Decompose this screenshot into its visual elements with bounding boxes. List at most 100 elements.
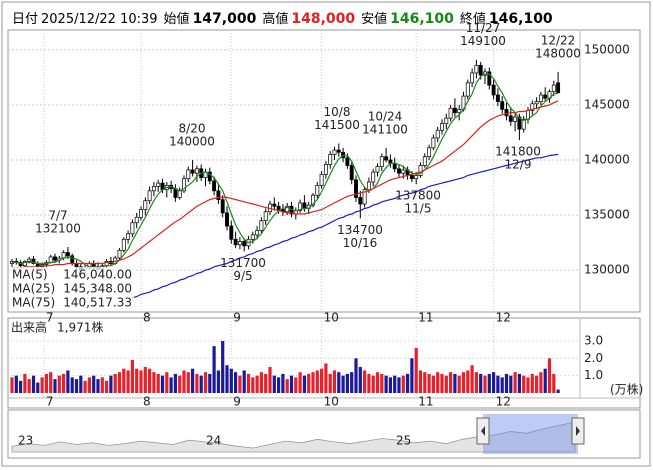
date: 2025/12/22 10:39 [41,12,158,27]
volume-bar [315,370,319,393]
y-tick-label: 2.0 [584,351,603,365]
ma-line [12,100,559,269]
annotation-value: 141100 [362,122,408,136]
volume-bar [397,377,401,393]
candle-body [65,252,70,257]
candle-body [440,123,444,131]
candle-body [521,118,526,130]
candle-body [134,216,139,224]
volume-bar [431,375,435,393]
candle-body [409,175,414,180]
legend-name: MA(25) [12,282,55,296]
annotation-date: 8/20 [179,121,206,135]
annotation-date: 10/8 [324,105,351,119]
volume-bar [418,370,423,393]
volume-bar [191,368,195,393]
volume-bar [156,373,160,393]
candle-body [384,156,389,161]
volume-bar [444,375,448,393]
label: 始値 [163,12,190,27]
annotation-value: 132100 [35,222,81,236]
volume-bar [337,372,341,393]
volume-bar [474,372,478,393]
candle-body [556,82,561,94]
candle-body [302,202,307,209]
legend-value: 145,348.00 [63,282,132,296]
volume-bar [70,377,74,393]
volume-bar [178,375,182,393]
volume-bar [509,375,513,393]
candle-body [130,222,135,235]
volume-bar [143,366,147,393]
volume-bar [371,375,375,393]
candle-body [237,241,242,246]
candle-body [298,202,303,212]
volume-bar [203,372,208,393]
volume-bar [27,379,31,393]
volume-bar [423,372,427,393]
navigator-label: 24 [206,434,221,448]
x-tick-label: 7 [46,395,54,409]
candle-body [397,168,401,174]
annotation-value: 141500 [314,118,360,132]
volume-bar [517,373,521,393]
volume-bar [165,372,169,393]
candle-body [156,182,161,187]
volume-bar [436,372,440,393]
volume-bar [307,373,311,393]
volume-bar [272,375,276,393]
candle-body [177,190,182,198]
x-tick-label: 10 [324,311,339,325]
candle-body [517,116,522,130]
ma-line [132,153,559,299]
volume-bar [83,380,87,393]
candle-body [401,169,406,174]
volume-bar [225,365,229,393]
candle-body [328,154,333,165]
candle-body [379,156,384,167]
volume-bar [513,372,517,393]
volume-bar [62,373,66,393]
volume-bar [122,368,126,393]
volume-bar [406,373,410,393]
volume-bar [547,358,552,393]
navigator-window[interactable] [483,414,578,454]
x-tick-label: 9 [233,395,241,409]
candle-body [474,64,479,74]
volume-bar [375,372,380,393]
volume-unit: (万株) [610,382,643,397]
volume-bar [105,380,109,393]
volume-bar [36,382,40,393]
annotation-value: 137800 [395,189,441,203]
volume-bar [139,370,143,393]
candle-body [121,238,126,251]
candle-body [332,149,337,155]
volume-bar [535,375,539,393]
handle-arrow [576,426,580,436]
volume-bar [298,372,302,393]
volume-bar [199,375,203,393]
candle-body [543,94,548,99]
label: 安値 [361,12,388,27]
volume-bar [14,375,18,393]
x-tick-label: 11 [418,311,433,325]
volume-bar [251,377,255,393]
volume-bar [522,375,526,393]
volume-current: 1,971株 [57,320,103,335]
volume-bar [483,375,487,393]
volume-bar [49,372,53,393]
candle-body [362,189,367,205]
candle-body [242,241,247,247]
navigator-area [11,421,576,453]
volume-bar [492,372,496,393]
volume-bar [526,377,530,393]
candle-body [259,220,264,231]
candle-body [182,178,186,192]
open-value: 147,000 [192,11,257,27]
volume-bar [302,375,306,393]
volume-bar [410,358,414,393]
volume-panel [7,317,641,409]
candle-body [414,175,419,180]
candle-body [229,225,234,240]
volume-bar [242,370,246,393]
